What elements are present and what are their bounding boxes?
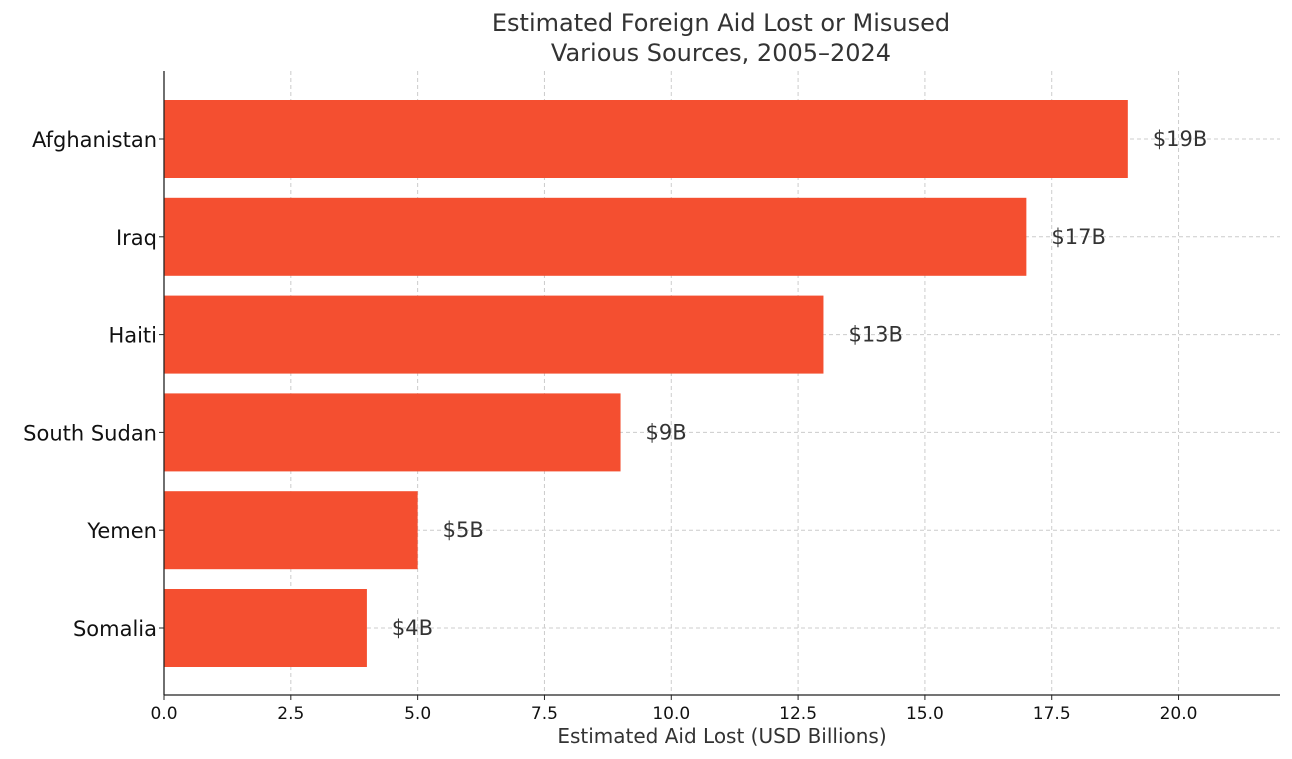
y-tick-label: South Sudan — [23, 421, 157, 445]
bar — [164, 589, 367, 667]
y-tick-label: Iraq — [116, 226, 157, 250]
bar — [164, 295, 824, 374]
bars — [164, 100, 1128, 667]
y-tick-label: Yemen — [86, 519, 157, 543]
data-label: $4B — [392, 616, 433, 640]
axes — [159, 71, 1280, 700]
x-axis-tick-labels: 0.0 2.5 5.0 7.5 10.0 12.5 15.0 17.5 20.0 — [150, 704, 1197, 724]
data-label: $9B — [646, 420, 687, 444]
y-axis-tick-labels: Afghanistan Iraq Haiti South Sudan Yemen Soma… — [23, 128, 157, 641]
chart-title-line-2: Various Sources, 2005–2024 — [550, 39, 892, 67]
bar — [164, 393, 621, 472]
y-tick-label: Afghanistan — [32, 128, 157, 152]
data-label: $5B — [443, 518, 484, 542]
data-label: $17B — [1051, 225, 1106, 249]
data-label: $19B — [1153, 127, 1208, 151]
bar — [164, 197, 1027, 276]
x-tick-label: 15.0 — [906, 704, 944, 724]
bar — [164, 100, 1128, 178]
x-tick-label: 5.0 — [404, 704, 431, 724]
y-tick-label: Haiti — [108, 324, 157, 348]
x-tick-label: 12.5 — [779, 704, 817, 724]
data-labels: $19B $17B $13B $9B $5B $4B — [392, 127, 1207, 640]
x-tick-label: 10.0 — [652, 704, 690, 724]
chart-title-line-1: Estimated Foreign Aid Lost or Misused — [491, 9, 951, 37]
bar — [164, 491, 418, 570]
x-axis-label: Estimated Aid Lost (USD Billions) — [557, 724, 886, 748]
data-label: $13B — [848, 323, 903, 347]
x-tick-label: 17.5 — [1033, 704, 1071, 724]
x-tick-label: 7.5 — [531, 704, 558, 724]
x-tick-label: 20.0 — [1160, 704, 1198, 724]
x-tick-label: 2.5 — [277, 704, 304, 724]
x-tick-label: 0.0 — [150, 704, 177, 724]
y-tick-label: Somalia — [73, 617, 157, 641]
